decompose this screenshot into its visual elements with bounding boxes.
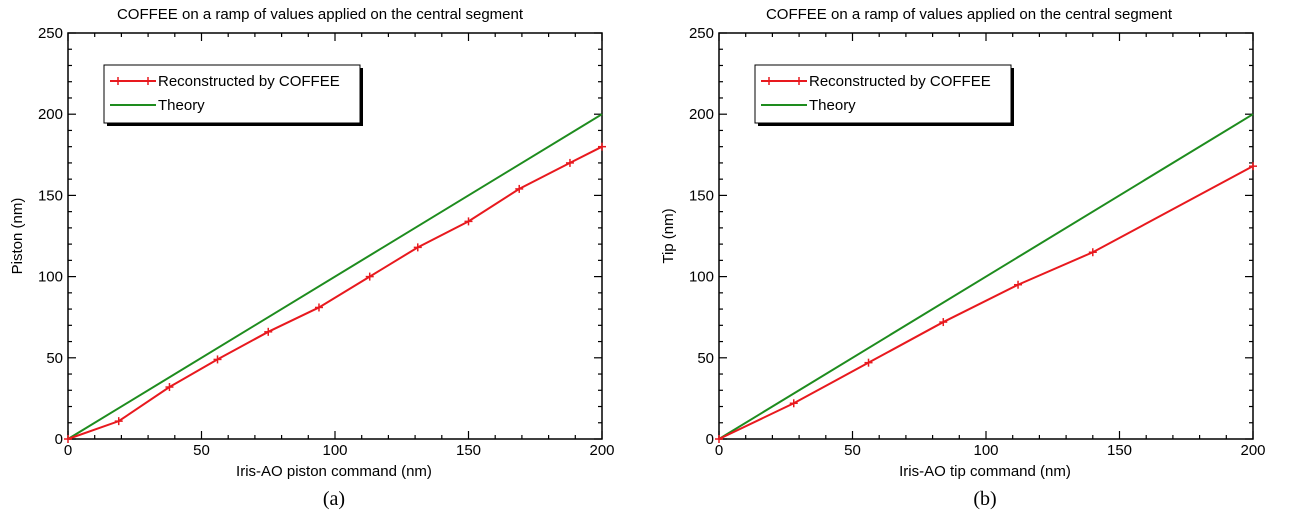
x-axis-label: Iris-AO tip command (nm): [899, 463, 1071, 480]
y-tick-label: 250: [689, 25, 714, 42]
legend-label: Reconstructed by COFFEE: [158, 73, 340, 90]
data-point: [715, 435, 723, 443]
y-tick-label: 50: [46, 350, 63, 367]
legend-box: [103, 64, 361, 124]
data-point: [1249, 162, 1257, 171]
y-tick-label: 100: [38, 269, 63, 286]
x-tick-label: 50: [193, 442, 210, 459]
x-tick-label: 0: [715, 442, 723, 459]
y-axis-label: Piston (nm): [9, 198, 26, 275]
series-line-theory: [718, 113, 1254, 440]
data-point: [64, 435, 72, 443]
data-point: [213, 355, 222, 364]
legend: Reconstructed by COFFEE Theory: [754, 64, 1014, 126]
series-line-reconstructed-by-coffee: [718, 165, 1254, 440]
x-axis-label: Iris-AO piston command (nm): [236, 463, 432, 480]
legend-label: Theory: [158, 97, 205, 114]
legend-entry: Reconstructed by COFFEE: [110, 73, 340, 90]
data-point: [1014, 280, 1023, 289]
data-point: [864, 358, 873, 367]
data-point: [165, 383, 174, 392]
legend-box: [754, 64, 1012, 124]
chart-title: COFFEE on a ramp of values applied on th…: [766, 6, 1173, 23]
chart-title: COFFEE on a ramp of values applied on th…: [117, 6, 524, 23]
x-tick-label: 0: [64, 442, 72, 459]
x-tick-label: 200: [1240, 442, 1265, 459]
figure-caption: (b): [973, 488, 997, 510]
data-point: [565, 158, 574, 167]
series-line-theory: [67, 113, 603, 440]
data-point: [598, 142, 606, 151]
series-line-reconstructed-by-coffee: [67, 145, 603, 440]
y-tick-label: 0: [55, 431, 63, 448]
data-point: [939, 318, 948, 327]
legend-label: Theory: [809, 97, 856, 114]
x-tick-label: 150: [1107, 442, 1132, 459]
y-tick-label: 50: [697, 350, 714, 367]
x-tick-label: 100: [973, 442, 998, 459]
chart-b: COFFEE on a ramp of values applied on th…: [660, 6, 1266, 480]
data-point: [413, 243, 422, 252]
y-tick-label: 200: [38, 106, 63, 123]
data-point: [789, 399, 798, 408]
y-tick-label: 150: [38, 187, 63, 204]
x-tick-label: 50: [844, 442, 861, 459]
data-point: [515, 184, 524, 193]
y-axis-label: Tip (nm): [660, 208, 677, 263]
data-point: [464, 217, 473, 226]
y-tick-label: 200: [689, 106, 714, 123]
data-point: [114, 417, 123, 426]
x-tick-label: 150: [456, 442, 481, 459]
legend: Reconstructed by COFFEE Theory: [103, 64, 363, 126]
y-tick-label: 250: [38, 25, 63, 42]
y-tick-label: 150: [689, 187, 714, 204]
figure-caption: (a): [322, 488, 346, 510]
data-point: [264, 327, 273, 336]
y-tick-label: 100: [689, 269, 714, 286]
legend-entry: Theory: [761, 97, 856, 114]
data-point: [314, 303, 323, 312]
x-tick-label: 100: [322, 442, 347, 459]
legend-entry: Theory: [110, 97, 205, 114]
chart-a: COFFEE on a ramp of values applied on th…: [9, 6, 615, 480]
chart-panel-b: COFFEE on a ramp of values applied on th…: [651, 0, 1301, 522]
y-tick-label: 0: [706, 431, 714, 448]
data-point: [1088, 248, 1097, 257]
x-tick-label: 200: [589, 442, 614, 459]
data-point: [365, 272, 374, 281]
legend-label: Reconstructed by COFFEE: [809, 73, 991, 90]
chart-panel-a: COFFEE on a ramp of values applied on th…: [0, 0, 650, 522]
legend-entry: Reconstructed by COFFEE: [761, 73, 991, 90]
